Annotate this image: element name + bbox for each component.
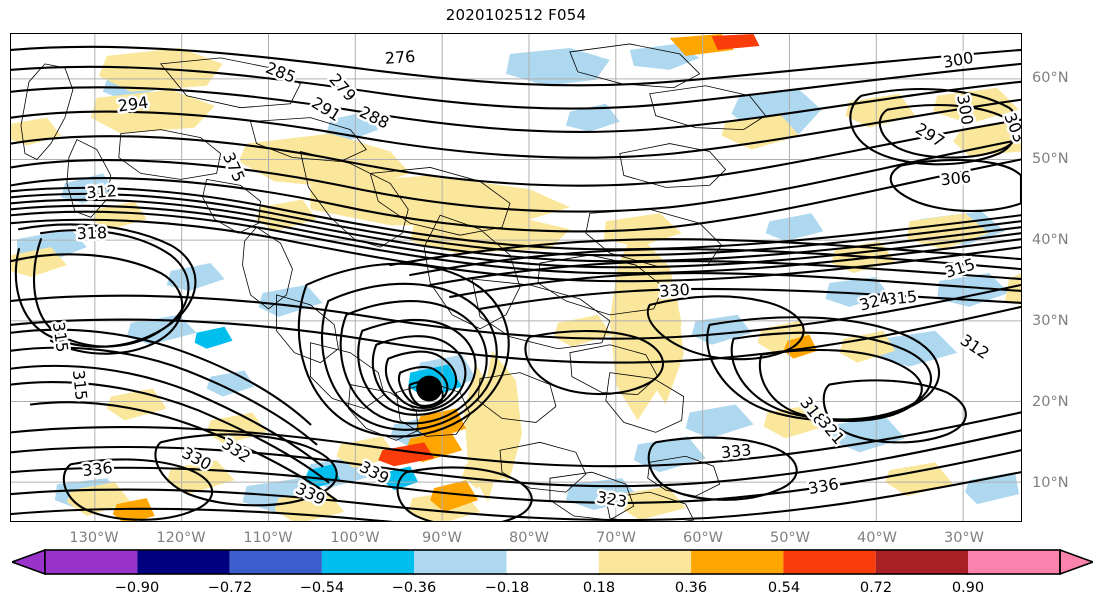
svg-text:315: 315: [886, 287, 918, 309]
svg-text:306: 306: [940, 167, 972, 189]
cbtick--0.72: −0.72: [207, 580, 253, 596]
svg-text:300: 300: [953, 93, 977, 126]
xtick-90w: 90°W: [421, 530, 463, 546]
ytick-50n: 50°N: [1032, 151, 1069, 167]
svg-text:318: 318: [76, 223, 107, 243]
colorbar-seg-4: [414, 550, 507, 574]
colorbar-seg-6: [598, 550, 692, 574]
cbtick--0.18: −0.18: [484, 580, 530, 596]
colorbar-seg-7: [691, 550, 784, 574]
xtick-70w: 70°W: [595, 530, 637, 546]
svg-text:333: 333: [720, 440, 752, 462]
colorbar: [12, 549, 1093, 575]
xtick-50w: 50°W: [769, 530, 811, 546]
colorbar-outline: [44, 549, 1061, 575]
colorbar-seg-8: [783, 550, 876, 574]
svg-text:315: 315: [69, 369, 91, 401]
colorbar-seg-0: [45, 550, 138, 574]
ytick-10n: 10°N: [1032, 475, 1069, 491]
ytick-30n: 30°N: [1032, 313, 1069, 329]
colorbar-under-arrow: [12, 549, 46, 575]
colorbar-ticks: [136, 574, 969, 575]
svg-text:297: 297: [912, 119, 948, 151]
contour-layer: [11, 45, 1021, 521]
colorbar-seg-3: [321, 550, 415, 574]
cbtick--0.36: −0.36: [391, 580, 437, 596]
xtick-120w: 120°W: [156, 530, 206, 546]
map-plot-panel: 276 279 285 288 291 294 297 300 300 303 …: [10, 33, 1022, 522]
colorbar-seg-2: [229, 550, 322, 574]
cbtick-0.18: 0.18: [582, 580, 616, 596]
map-gridlines: [11, 34, 1021, 521]
storm-center-marker: [416, 375, 443, 402]
svg-text:312: 312: [86, 181, 118, 202]
cbtick--0.54: −0.54: [299, 580, 345, 596]
cbtick-0.90: 0.90: [951, 580, 985, 596]
xtick-30w: 30°W: [943, 530, 985, 546]
cbtick--0.90: −0.90: [114, 580, 160, 596]
ytick-40n: 40°N: [1032, 232, 1069, 248]
colorbar-seg-10: [968, 550, 1060, 574]
colorbar-seg-5: [506, 550, 599, 574]
xtick-80w: 80°W: [508, 530, 550, 546]
xtick-110w: 110°W: [243, 530, 293, 546]
svg-text:336: 336: [81, 458, 113, 480]
page-title: 2020102512 F054: [445, 6, 587, 24]
svg-text:276: 276: [384, 47, 416, 68]
colorbar-seg-1: [137, 550, 230, 574]
xtick-40w: 40°W: [856, 530, 898, 546]
ytick-20n: 20°N: [1032, 394, 1069, 410]
xtick-130w: 130°W: [69, 530, 119, 546]
xtick-60w: 60°W: [682, 530, 724, 546]
colorbar-over-arrow: [1059, 549, 1093, 575]
svg-text:336: 336: [807, 474, 840, 498]
cbtick-0.54: 0.54: [767, 580, 801, 596]
cbtick-0.72: 0.72: [859, 580, 893, 596]
svg-text:312: 312: [957, 330, 993, 363]
colorbar-seg-9: [875, 550, 968, 574]
cbtick-0.36: 0.36: [674, 580, 708, 596]
map-contour-canvas: 276 279 285 288 291 294 297 300 300 303 …: [11, 34, 1021, 521]
shading-layer-red: [378, 34, 760, 467]
xtick-100w: 100°W: [330, 530, 380, 546]
ytick-60n: 60°N: [1032, 70, 1069, 86]
colorbar-canvas: [12, 549, 1093, 575]
svg-text:330: 330: [659, 280, 691, 301]
